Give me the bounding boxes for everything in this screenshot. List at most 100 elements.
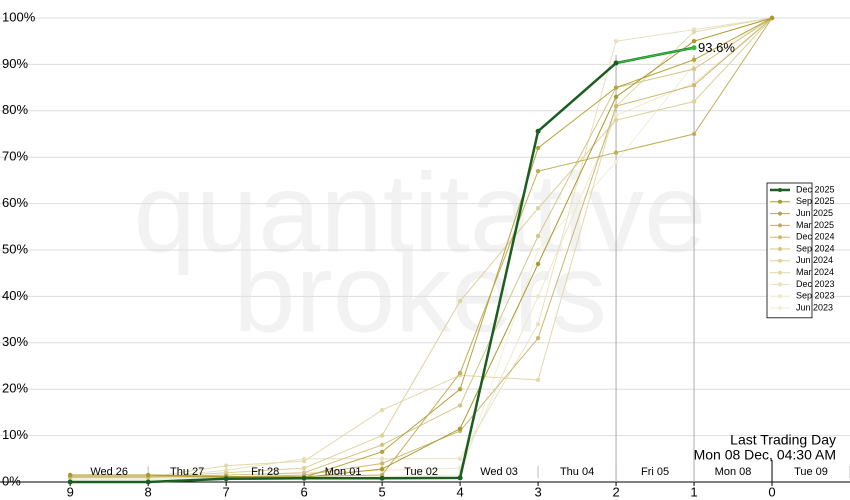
- legend-marker: [778, 258, 782, 263]
- point: [535, 145, 541, 151]
- x-tick-label: 6: [301, 484, 308, 499]
- point: [613, 85, 619, 90]
- series-line: [70, 17, 773, 481]
- point: [457, 403, 463, 408]
- legend-label: Dec 2023: [796, 279, 835, 289]
- day-label: Wed 03: [480, 466, 518, 478]
- last-trading-day-label: Last Trading Day: [730, 432, 836, 448]
- point: [535, 322, 541, 327]
- day-label: Thu 04: [560, 466, 594, 478]
- y-tick-label: 90%: [2, 56, 28, 71]
- y-tick-label: 80%: [2, 102, 28, 117]
- watermark: quantitative: [134, 151, 707, 276]
- point: [457, 387, 463, 392]
- point: [535, 206, 541, 211]
- series-line: [70, 17, 773, 478]
- y-tick-label: 0%: [2, 473, 21, 488]
- y-tick-label: 70%: [2, 149, 28, 164]
- y-tick-label: 30%: [2, 334, 28, 349]
- x-tick-label: 4: [456, 484, 463, 499]
- point: [769, 15, 775, 21]
- point: [613, 60, 619, 66]
- legend-label: Sep 2023: [796, 291, 835, 301]
- foreground-layer: 0% 10% 20% 30% 40% 50% 60% 70% 80% 90% 100% 9 8 7 6 5 4 3…: [2, 9, 836, 499]
- point: [457, 456, 463, 461]
- day-label: Tue 09: [794, 466, 828, 478]
- day-label: Mon 08: [715, 466, 752, 478]
- x-tick-label: 8: [145, 484, 152, 499]
- point: [613, 103, 619, 109]
- y-tick-label: 100%: [2, 9, 36, 24]
- point: [535, 377, 541, 383]
- point: [691, 83, 697, 88]
- legend-label: Jun 2024: [796, 255, 833, 265]
- point: [379, 475, 385, 481]
- point: [691, 66, 697, 72]
- day-label: Wed 26: [90, 466, 128, 478]
- point: [691, 29, 697, 35]
- point: [379, 433, 385, 438]
- legend-label: Mar 2024: [796, 267, 834, 277]
- point: [613, 113, 619, 118]
- y-tick-label: 50%: [2, 241, 28, 256]
- x-tick-label: 0: [768, 484, 775, 499]
- watermark: brokers: [233, 231, 606, 356]
- point: [379, 461, 385, 466]
- point: [613, 39, 619, 44]
- point: [457, 298, 463, 304]
- x-tick-label: 3: [534, 484, 541, 499]
- legend-marker: [778, 282, 782, 287]
- y-tick-label: 20%: [2, 381, 28, 396]
- point: [379, 466, 385, 472]
- point: [145, 479, 151, 485]
- legend-marker: [778, 294, 782, 299]
- series-line: [70, 17, 773, 478]
- legend-marker: [778, 211, 782, 216]
- legend-marker: [778, 247, 782, 251]
- legend-marker: [778, 306, 782, 310]
- legend-label: Dec 2025: [796, 184, 835, 194]
- y-tick-label: 60%: [2, 195, 28, 210]
- point: [301, 458, 307, 464]
- x-tick-label: 9: [67, 484, 74, 499]
- point: [67, 472, 73, 478]
- legend-marker: [778, 223, 782, 228]
- legend-marker: [778, 235, 782, 240]
- point: [691, 57, 697, 62]
- point: [691, 99, 697, 104]
- lines-layer: [67, 15, 775, 485]
- series-line: [70, 17, 773, 479]
- day-label: Mon 01: [325, 466, 362, 478]
- highlight-segment: [615, 46, 695, 64]
- legend-label: Sep 2024: [796, 243, 835, 253]
- x-tick-label: 1: [690, 484, 697, 499]
- point: [379, 407, 385, 413]
- legend-marker: [778, 199, 782, 204]
- point: [457, 426, 463, 431]
- point: [535, 128, 541, 134]
- day-label: Thu 27: [170, 466, 204, 478]
- point: [535, 261, 541, 267]
- point: [691, 131, 697, 137]
- point: [613, 159, 619, 165]
- legend-label: Dec 2024: [796, 232, 835, 242]
- point: [379, 456, 385, 461]
- legend-marker: [778, 188, 782, 192]
- y-tick-label: 40%: [2, 288, 28, 303]
- legend-label: Jun 2025: [796, 208, 833, 218]
- day-label: Tue 02: [404, 466, 438, 478]
- last-trading-day-label: Mon 08 Dec, 04:30 AM: [694, 447, 836, 463]
- legend-label: Jun 2023: [796, 302, 833, 312]
- point: [613, 94, 619, 100]
- day-label: Fri 05: [641, 466, 669, 478]
- series-line: [70, 17, 773, 478]
- point: [535, 247, 541, 253]
- point: [379, 442, 385, 448]
- x-tick-label: 2: [612, 484, 619, 499]
- point: [535, 233, 541, 239]
- point: [223, 463, 229, 468]
- point: [691, 62, 697, 67]
- x-tick-label: 5: [378, 484, 385, 499]
- point: [301, 465, 307, 471]
